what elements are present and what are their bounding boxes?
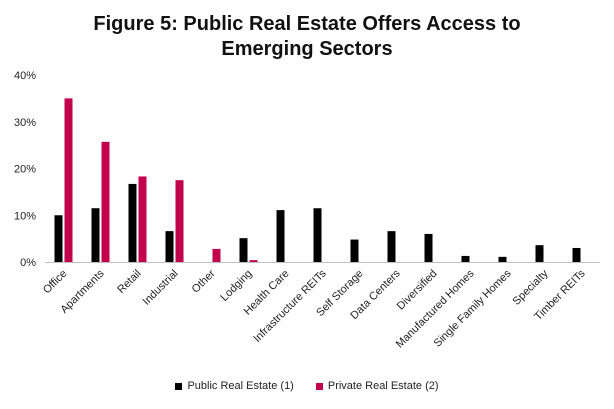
bar-public [128, 183, 137, 262]
bar-private [101, 141, 110, 262]
bar-private [138, 176, 147, 262]
bar-public [165, 231, 174, 262]
x-tick-label: Lodging [218, 268, 254, 304]
legend: Public Real Estate (1) Private Real Esta… [0, 380, 614, 392]
y-tick-label: 20% [14, 164, 36, 176]
bar-private [249, 260, 258, 262]
bar-public [54, 215, 63, 262]
bar-public [239, 238, 248, 262]
bar-public [91, 208, 100, 262]
legend-item-public: Public Real Estate (1) [175, 380, 294, 392]
bar-private [175, 180, 184, 262]
legend-swatch-private [315, 382, 323, 390]
bar-public [498, 256, 507, 262]
bar-public [572, 247, 581, 262]
bar-public [350, 239, 359, 262]
legend-label-public: Public Real Estate (1) [187, 380, 294, 392]
y-tick-label: 10% [14, 210, 36, 222]
y-tick-label: 30% [14, 117, 36, 129]
y-tick-label: 40% [14, 70, 36, 82]
y-tick-label: 0% [20, 257, 36, 269]
legend-swatch-public [175, 382, 183, 390]
legend-label-private: Private Real Estate (2) [327, 380, 439, 392]
bar-public [461, 255, 470, 262]
chart-title-line-2: Emerging Sectors [221, 38, 393, 60]
bar-private [212, 248, 221, 262]
bar-public [424, 233, 433, 262]
bar-public [276, 210, 285, 262]
x-tick-label: Industrial [141, 268, 181, 308]
legend-item-private: Private Real Estate (2) [315, 380, 439, 392]
bar-public [387, 231, 396, 262]
chart-title-line-1: Figure 5: Public Real Estate Offers Acce… [93, 13, 521, 35]
bar-public [313, 208, 322, 262]
bar-private [64, 98, 73, 262]
x-tick-label: Other [190, 267, 218, 295]
x-tick-label: Retail [115, 268, 143, 296]
x-tick-label: Office [41, 268, 70, 297]
bar-public [535, 245, 544, 262]
